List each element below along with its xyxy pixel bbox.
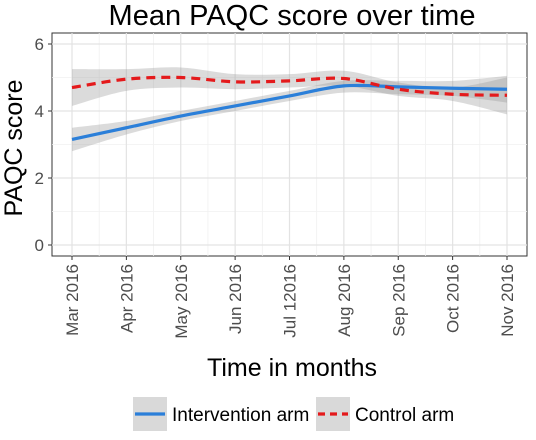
x-tick-label: Sep 2016 (389, 264, 408, 337)
y-axis-label: PAQC score (0, 79, 28, 216)
y-tick-label: 4 (35, 102, 44, 121)
x-tick-label: May 2016 (172, 264, 191, 339)
series-line-intervention (71, 83, 508, 142)
y-tick-label: 6 (35, 35, 44, 54)
x-tick-label: Nov 2016 (498, 264, 517, 337)
y-tick-label: 0 (35, 236, 44, 255)
x-axis-label: Time in months (207, 354, 377, 382)
chart-title: Mean PAQC score over time (109, 0, 476, 32)
confidence-band-intervention (72, 75, 507, 152)
y-tick-label: 2 (35, 169, 44, 188)
legend-label-intervention: Intervention arm (172, 405, 309, 426)
x-tick-label: Oct 2016 (444, 264, 463, 333)
x-tick-label: Apr 2016 (117, 264, 136, 333)
x-tick-label: Jun 2016 (226, 264, 245, 334)
x-tick-label: Jul 12016 (281, 264, 300, 338)
legend: Intervention arm Control arm (133, 397, 454, 431)
x-tick-label: Aug 2016 (335, 264, 354, 337)
x-tick-label: Mar 2016 (63, 264, 82, 336)
series-line-control (71, 75, 508, 97)
legend-label-control: Control arm (355, 405, 454, 426)
plot-area: 0 2 4 6 Mar 2016 Apr 2016 May 2016 Jun 2016 Jul … (35, 32, 528, 339)
